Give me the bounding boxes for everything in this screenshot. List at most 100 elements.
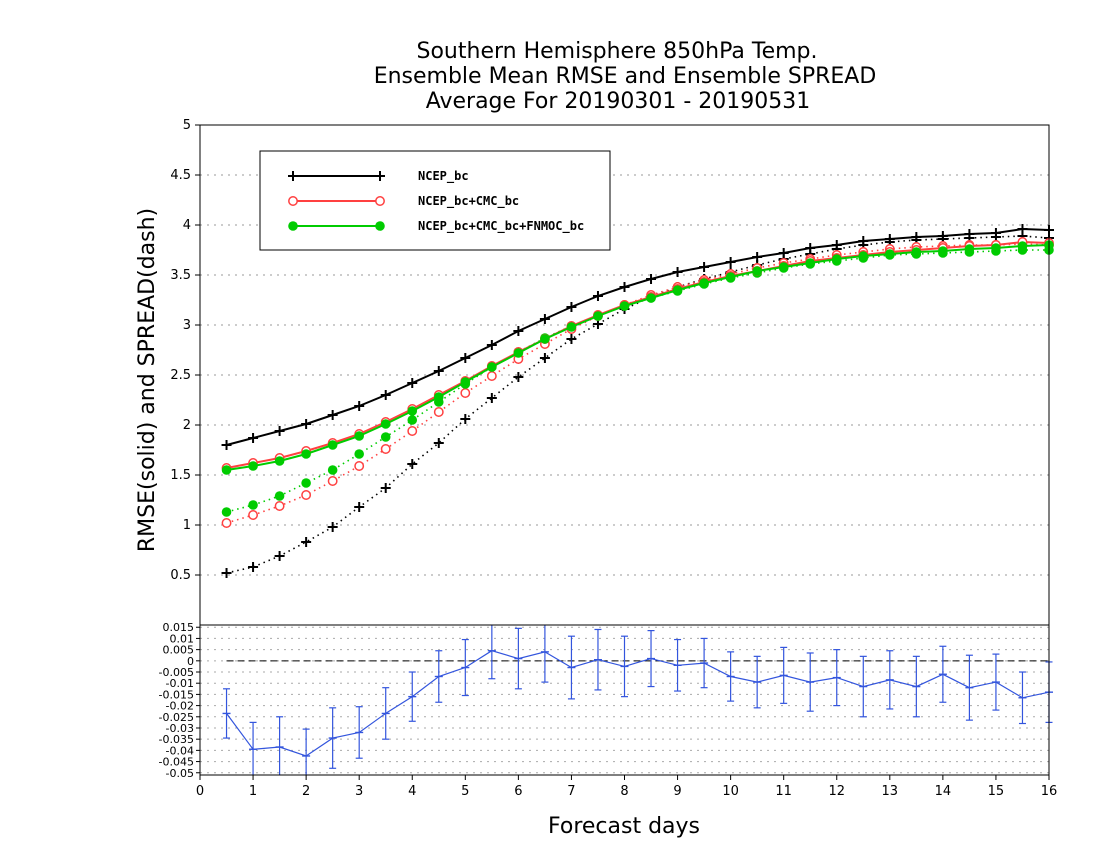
x-tick-label: 5 <box>461 784 469 799</box>
x-tick-label: 3 <box>355 784 363 799</box>
x-tick-label: 6 <box>514 784 522 799</box>
filled-circle-marker <box>221 507 232 517</box>
plus-marker <box>327 410 338 420</box>
error-bar <box>700 637 709 689</box>
diff-y-tick-label: -0.01 <box>166 677 194 690</box>
plus-marker <box>433 366 444 376</box>
plus-marker <box>964 229 975 239</box>
plus-marker <box>301 537 312 547</box>
plus-marker <box>375 171 385 181</box>
x-tick-label: 8 <box>620 784 628 799</box>
main-y-tick-label: 4 <box>183 218 191 233</box>
filled-circle-marker <box>672 285 683 295</box>
filled-circle-marker <box>725 272 736 282</box>
diff-y-tick-label: 0.015 <box>163 621 195 634</box>
legend: NCEP_bc NCEP_bc+CMC_bc NCEP_bc+CMC_bc+FNMO… <box>259 150 611 251</box>
x-tick-label: 0 <box>196 784 204 799</box>
plus-marker <box>911 232 922 242</box>
plus-marker <box>407 459 418 469</box>
plus-marker <box>592 291 603 301</box>
error-bar <box>381 687 390 740</box>
error-bar <box>567 635 576 700</box>
plus-marker <box>380 390 391 400</box>
diff-y-tick-label: -0.045 <box>159 756 194 769</box>
open-circle-marker <box>460 388 471 398</box>
x-tick-label: 14 <box>935 784 952 799</box>
plus-marker <box>327 522 338 532</box>
diff-line <box>226 650 1050 757</box>
rmse-line <box>226 227 1050 446</box>
rmse-line <box>226 240 1050 469</box>
main-y-tick-label: 1.5 <box>170 468 191 483</box>
filled-circle-marker <box>593 311 603 321</box>
filled-circle-marker <box>991 243 1001 253</box>
filled-circle-marker <box>938 246 948 256</box>
filled-circle-marker <box>885 249 895 259</box>
filled-circle-marker <box>540 334 550 344</box>
filled-circle-marker <box>221 465 232 475</box>
main-y-tick-label: 5 <box>183 118 191 133</box>
plus-marker <box>725 257 736 267</box>
plus-marker <box>778 248 789 258</box>
error-bar <box>832 649 841 707</box>
diff-y-ticks: 0.0150.010.0050-0.005-0.01-0.015-0.02-0.… <box>159 621 200 780</box>
x-tick-label: 7 <box>567 784 575 799</box>
error-bar <box>275 716 284 775</box>
plus-marker <box>354 401 365 411</box>
diff-gridlines <box>200 626 1049 774</box>
plus-marker <box>539 314 550 324</box>
error-bar <box>249 721 258 775</box>
error-bar <box>726 651 735 702</box>
diff-y-tick-label: 0.01 <box>170 632 195 645</box>
main-series-layer <box>221 224 1054 578</box>
title-line-1: Southern Hemisphere 850hPa Temp. <box>417 39 818 64</box>
plus-marker <box>513 326 524 336</box>
rmse-series-1 <box>221 237 1054 473</box>
x-tick-label: 13 <box>882 784 899 799</box>
x-tick-label: 10 <box>722 784 739 799</box>
spread-line <box>226 243 1050 524</box>
filled-circle-marker <box>354 431 364 441</box>
diff-y-tick-label: -0.02 <box>166 700 194 713</box>
diff-y-tick-label: 0 <box>187 655 194 668</box>
open-circle-marker <box>407 426 418 436</box>
error-bar <box>806 652 815 712</box>
title-line-2: Ensemble Mean RMSE and Ensemble SPREAD <box>374 64 877 89</box>
error-bar <box>434 650 443 703</box>
rmse-spread-plot: 0.5 1 1.5 2 2.5 3 3.5 4 4.5 5 <box>170 118 1054 626</box>
plus-marker <box>274 426 285 436</box>
plus-marker <box>486 340 497 350</box>
diff-y-tick-label: -0.03 <box>166 722 194 735</box>
main-y-ticks: 0.5 1 1.5 2 2.5 3 3.5 4 4.5 5 <box>170 118 200 583</box>
main-y-tick-label: 2 <box>183 418 191 433</box>
plus-marker <box>699 262 710 272</box>
error-bar <box>965 654 974 721</box>
filled-circle-marker <box>566 322 577 332</box>
legend-item-0: NCEP_bc <box>288 169 469 184</box>
plus-marker <box>858 236 869 246</box>
error-bar <box>328 707 337 769</box>
plus-marker <box>460 414 471 424</box>
rmse-series-0 <box>221 224 1054 450</box>
open-circle-marker <box>274 501 285 511</box>
diff-y-tick-label: -0.035 <box>159 733 194 746</box>
open-circle-marker <box>380 444 391 454</box>
x-axis-label: Forecast days <box>548 814 700 839</box>
spread-series-2 <box>221 245 1054 517</box>
filled-circle-marker <box>699 278 709 288</box>
error-bar <box>487 625 496 680</box>
plus-marker <box>486 393 497 403</box>
open-circle-marker <box>375 196 385 206</box>
difference-plot: 0.0150.010.0050-0.005-0.01-0.015-0.02-0.… <box>159 621 1053 780</box>
legend-label: NCEP_bc+CMC_bc <box>418 194 519 209</box>
legend-label: NCEP_bc <box>418 169 469 184</box>
filled-circle-marker <box>911 247 922 257</box>
error-bar <box>355 706 364 759</box>
error-bar <box>753 655 762 709</box>
filled-circle-marker <box>274 491 285 501</box>
plus-marker <box>566 334 577 344</box>
diff-y-tick-label: -0.015 <box>159 688 194 701</box>
filled-circle-marker <box>407 415 418 425</box>
error-bar <box>302 728 311 775</box>
x-tick-label: 15 <box>988 784 1005 799</box>
